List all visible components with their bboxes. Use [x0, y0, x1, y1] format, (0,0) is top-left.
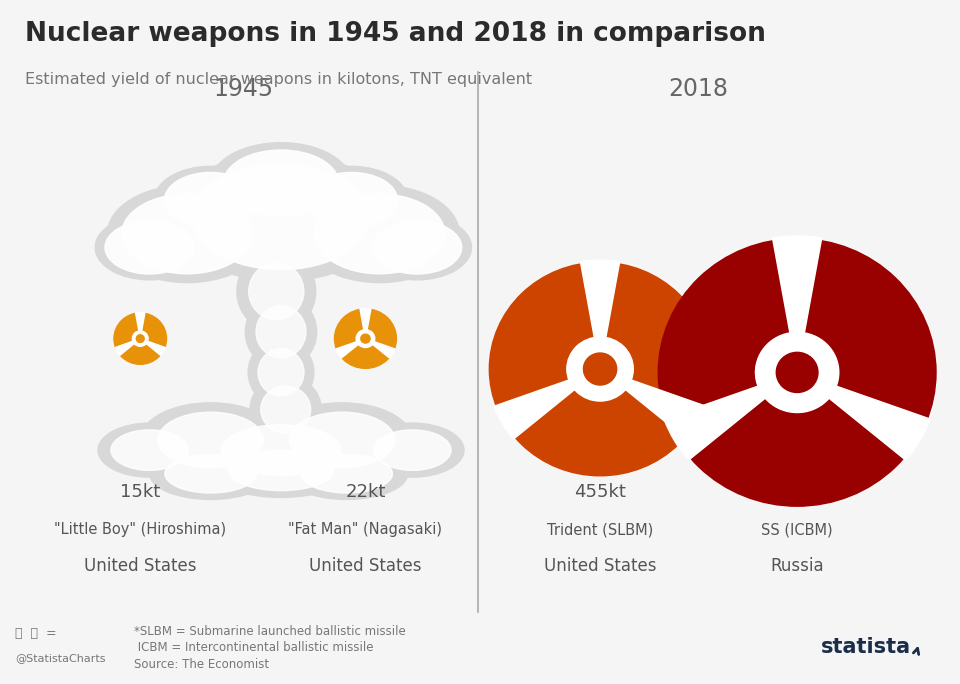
Text: "Little Boy" (Hiroshima): "Little Boy" (Hiroshima) — [54, 523, 227, 538]
Ellipse shape — [111, 430, 188, 471]
Ellipse shape — [165, 454, 256, 493]
Ellipse shape — [224, 150, 339, 216]
Ellipse shape — [490, 262, 710, 476]
Ellipse shape — [258, 349, 304, 396]
Ellipse shape — [248, 339, 314, 406]
Text: Ⓒ  ⓘ  =: Ⓒ ⓘ = — [15, 627, 57, 640]
Ellipse shape — [157, 412, 263, 468]
Text: 2018: 2018 — [668, 77, 729, 101]
Circle shape — [136, 334, 144, 343]
Text: United States: United States — [543, 557, 657, 575]
Text: 22kt: 22kt — [346, 483, 386, 501]
Ellipse shape — [372, 221, 462, 274]
Ellipse shape — [300, 454, 393, 493]
Wedge shape — [366, 339, 396, 358]
Ellipse shape — [193, 164, 370, 269]
Circle shape — [361, 334, 371, 343]
Text: 1945: 1945 — [213, 77, 274, 101]
Ellipse shape — [95, 215, 204, 280]
Ellipse shape — [272, 403, 413, 477]
Circle shape — [777, 352, 818, 393]
Wedge shape — [664, 372, 797, 460]
Ellipse shape — [250, 376, 322, 443]
Text: @StatistaCharts: @StatistaCharts — [15, 653, 106, 663]
Text: ICBM = Intercontinental ballistic missile: ICBM = Intercontinental ballistic missil… — [133, 641, 373, 654]
Wedge shape — [135, 313, 145, 339]
Ellipse shape — [373, 430, 451, 471]
Ellipse shape — [256, 306, 306, 358]
Text: Trident (SLBM): Trident (SLBM) — [547, 523, 653, 538]
Wedge shape — [336, 339, 366, 358]
Ellipse shape — [249, 263, 304, 319]
Ellipse shape — [305, 172, 397, 228]
Ellipse shape — [221, 425, 341, 475]
Wedge shape — [115, 339, 140, 356]
Ellipse shape — [228, 450, 334, 490]
Text: 800kt: 800kt — [772, 483, 823, 501]
Text: Estimated yield of nuclear weapons in kilotons, TNT equivalent: Estimated yield of nuclear weapons in ki… — [25, 72, 532, 87]
Text: 455kt: 455kt — [574, 483, 626, 501]
Circle shape — [584, 353, 616, 385]
Text: United States: United States — [309, 557, 421, 575]
Text: "Fat Man" (Nagasaki): "Fat Man" (Nagasaki) — [288, 523, 443, 538]
Ellipse shape — [289, 412, 395, 468]
Wedge shape — [494, 369, 600, 439]
Ellipse shape — [122, 194, 252, 274]
Text: 15kt: 15kt — [120, 483, 160, 501]
Circle shape — [566, 337, 634, 401]
Ellipse shape — [210, 443, 351, 497]
Ellipse shape — [108, 185, 267, 282]
Ellipse shape — [361, 423, 464, 477]
Ellipse shape — [150, 448, 272, 499]
Text: Nuclear weapons in 1945 and 2018 in comparison: Nuclear weapons in 1945 and 2018 in comp… — [25, 21, 766, 47]
Text: Russia: Russia — [770, 557, 824, 575]
Ellipse shape — [155, 166, 267, 234]
Ellipse shape — [300, 185, 459, 282]
Wedge shape — [140, 339, 165, 356]
Wedge shape — [773, 236, 822, 372]
Ellipse shape — [286, 448, 408, 499]
Ellipse shape — [659, 239, 936, 506]
Ellipse shape — [98, 423, 202, 477]
Ellipse shape — [237, 251, 316, 332]
Ellipse shape — [334, 309, 396, 369]
Circle shape — [132, 331, 148, 346]
Ellipse shape — [140, 403, 281, 477]
Text: *SLBM = Submarine launched ballistic missile: *SLBM = Submarine launched ballistic mis… — [133, 624, 405, 637]
Wedge shape — [600, 369, 707, 439]
Ellipse shape — [164, 172, 256, 228]
Ellipse shape — [295, 166, 408, 234]
Circle shape — [756, 332, 839, 412]
Wedge shape — [797, 372, 930, 460]
Text: statista: statista — [821, 637, 911, 657]
Ellipse shape — [246, 295, 317, 369]
Circle shape — [356, 330, 374, 347]
Ellipse shape — [105, 221, 194, 274]
Text: SS (ICBM): SS (ICBM) — [761, 523, 833, 538]
Wedge shape — [360, 308, 371, 339]
Ellipse shape — [210, 143, 351, 224]
Ellipse shape — [202, 417, 361, 484]
Text: United States: United States — [84, 557, 197, 575]
Wedge shape — [581, 260, 619, 369]
Text: Source: The Economist: Source: The Economist — [133, 659, 269, 672]
Ellipse shape — [314, 194, 444, 274]
Ellipse shape — [173, 153, 389, 281]
Ellipse shape — [261, 386, 311, 433]
Ellipse shape — [114, 313, 166, 365]
Ellipse shape — [363, 215, 471, 280]
